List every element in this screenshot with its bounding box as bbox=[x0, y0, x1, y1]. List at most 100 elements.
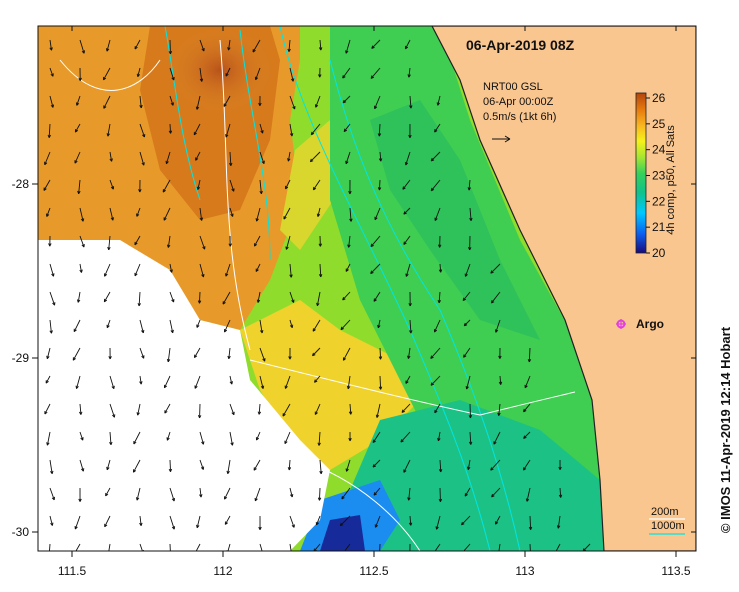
current-vector bbox=[109, 151, 113, 162]
current-vector-head bbox=[134, 272, 138, 277]
current-vector bbox=[167, 347, 171, 362]
current-vector-head bbox=[403, 241, 407, 245]
colorbar-tick-label: 25 bbox=[652, 117, 666, 131]
current-vector-head bbox=[529, 553, 532, 556]
current-vector-head bbox=[104, 523, 108, 528]
current-vector bbox=[138, 291, 141, 306]
current-vector bbox=[139, 123, 145, 138]
current-vector bbox=[229, 179, 235, 192]
current-vector bbox=[349, 403, 352, 415]
current-vector-head bbox=[103, 273, 108, 277]
current-vector bbox=[109, 403, 115, 418]
land-region bbox=[431, 26, 696, 551]
current-vector-head bbox=[259, 190, 263, 195]
current-vector bbox=[285, 179, 291, 190]
current-vector-head bbox=[225, 134, 229, 138]
current-vector-head bbox=[43, 187, 47, 191]
current-vector-head bbox=[171, 298, 175, 303]
current-vector bbox=[462, 291, 471, 301]
current-vector-head bbox=[46, 355, 50, 360]
current-vector-head bbox=[103, 76, 107, 81]
vector-legend-line: 0.5m/s (1kt 6h) bbox=[483, 111, 557, 123]
current-vector bbox=[49, 515, 53, 526]
current-vector bbox=[319, 487, 321, 501]
current-vector bbox=[408, 487, 411, 501]
current-vector bbox=[405, 263, 411, 277]
current-vector bbox=[490, 459, 501, 471]
current-vector-head bbox=[553, 553, 555, 556]
current-vector-head bbox=[400, 439, 404, 443]
current-vector bbox=[342, 347, 351, 361]
current-vector-head bbox=[254, 243, 258, 247]
current-vector bbox=[409, 515, 412, 526]
current-vector bbox=[254, 235, 261, 247]
current-vector bbox=[74, 515, 81, 530]
current-vector-head bbox=[170, 329, 174, 334]
current-vector-head bbox=[48, 243, 52, 247]
current-vector-head bbox=[163, 217, 167, 221]
current-vector-head bbox=[374, 216, 378, 221]
current-vector bbox=[133, 431, 141, 445]
current-vector bbox=[402, 179, 411, 190]
current-vector-head bbox=[225, 273, 229, 277]
current-vector-head bbox=[224, 521, 229, 525]
current-vector-head bbox=[347, 244, 351, 248]
current-vector-head bbox=[377, 133, 382, 137]
current-vector-head bbox=[194, 385, 198, 389]
current-vector bbox=[252, 39, 261, 53]
current-vector bbox=[169, 123, 172, 134]
current-vector bbox=[439, 459, 442, 473]
current-vector-head bbox=[256, 299, 261, 303]
current-vector bbox=[405, 375, 411, 384]
current-vector bbox=[106, 39, 111, 52]
current-vector bbox=[79, 459, 84, 472]
current-vector bbox=[46, 347, 51, 359]
current-vector bbox=[374, 207, 381, 220]
current-vector bbox=[103, 95, 111, 109]
current-vector bbox=[499, 375, 502, 385]
current-vector bbox=[194, 375, 201, 389]
current-vector bbox=[76, 95, 81, 106]
current-vector bbox=[376, 403, 381, 418]
current-vector bbox=[339, 515, 351, 527]
current-vector-head bbox=[139, 522, 143, 526]
current-vector bbox=[371, 39, 381, 49]
current-vector-head bbox=[404, 161, 409, 166]
current-vector-head bbox=[78, 498, 82, 502]
current-vector-head bbox=[141, 329, 145, 334]
current-vector-head bbox=[258, 102, 262, 106]
current-vector-head bbox=[312, 328, 316, 332]
current-vector-head bbox=[378, 555, 381, 558]
current-vector-head bbox=[403, 211, 407, 215]
current-vector-head bbox=[316, 213, 321, 217]
current-vector-head bbox=[201, 441, 205, 445]
argo-float-icon[interactable] bbox=[616, 319, 626, 329]
current-vector bbox=[134, 39, 141, 50]
y-tick-label: -28 bbox=[12, 177, 30, 191]
current-vector bbox=[493, 431, 501, 445]
current-vector-head bbox=[201, 47, 205, 52]
current-vector bbox=[284, 375, 291, 389]
current-vector-head bbox=[51, 273, 55, 277]
current-vector-head bbox=[468, 415, 473, 419]
current-vector-head bbox=[370, 243, 374, 248]
current-vector-head bbox=[345, 160, 349, 165]
current-vector bbox=[79, 263, 82, 273]
current-vector bbox=[289, 263, 292, 278]
current-vector-head bbox=[291, 524, 295, 528]
current-vector-head bbox=[348, 411, 353, 415]
current-vector bbox=[77, 291, 81, 303]
current-vector-head bbox=[162, 189, 166, 193]
current-vector-head bbox=[522, 467, 527, 471]
current-vector-head bbox=[138, 189, 142, 193]
depth-legend-1000m: 1000m bbox=[651, 520, 685, 532]
current-vector-head bbox=[195, 106, 200, 110]
current-vector-head bbox=[105, 48, 110, 52]
colorbar bbox=[635, 92, 647, 254]
current-vector-head bbox=[284, 385, 288, 389]
current-vector bbox=[289, 291, 295, 303]
current-vector-head bbox=[109, 158, 113, 162]
current-vector-head bbox=[430, 157, 435, 162]
current-vector bbox=[256, 207, 261, 222]
current-vector bbox=[285, 235, 291, 250]
